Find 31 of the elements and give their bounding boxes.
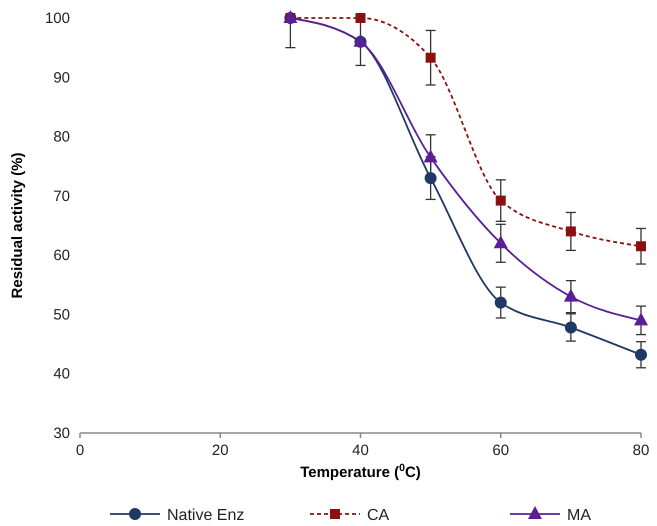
y-tick-label: 30: [53, 425, 70, 442]
point: [356, 13, 366, 23]
point: [634, 312, 648, 326]
point: [424, 172, 437, 184]
point: [566, 226, 576, 236]
point: [636, 241, 646, 252]
y-tick-label: 60: [53, 247, 70, 264]
y-tick-label: 100: [44, 10, 70, 27]
point: [564, 288, 578, 302]
x-tick-label: 80: [632, 442, 650, 459]
x-tick-label: 40: [352, 442, 369, 459]
point: [494, 235, 508, 248]
point: [424, 149, 438, 162]
point: [635, 348, 647, 361]
y-tick-label: 40: [53, 366, 70, 383]
x-tick-label: 60: [492, 442, 510, 459]
point: [494, 296, 507, 309]
point: [564, 321, 577, 334]
point: [426, 52, 436, 63]
y-tick-label: 90: [53, 69, 70, 86]
point: [496, 196, 506, 206]
x-axis-title: Temperature ($^{0}$C): [300, 462, 421, 481]
legend-label: CA: [367, 507, 390, 524]
legend-label: Native Enz: [167, 507, 244, 524]
y-tick-label: 70: [53, 188, 70, 205]
y-tick-label: 50: [53, 306, 70, 324]
x-tick-label: 20: [212, 442, 229, 459]
y-tick-label: 80: [53, 128, 70, 146]
y-axis-title: Residual activity (%): [9, 152, 26, 298]
legend-label: MA: [567, 507, 592, 524]
x-tick-label: 0: [76, 442, 84, 459]
